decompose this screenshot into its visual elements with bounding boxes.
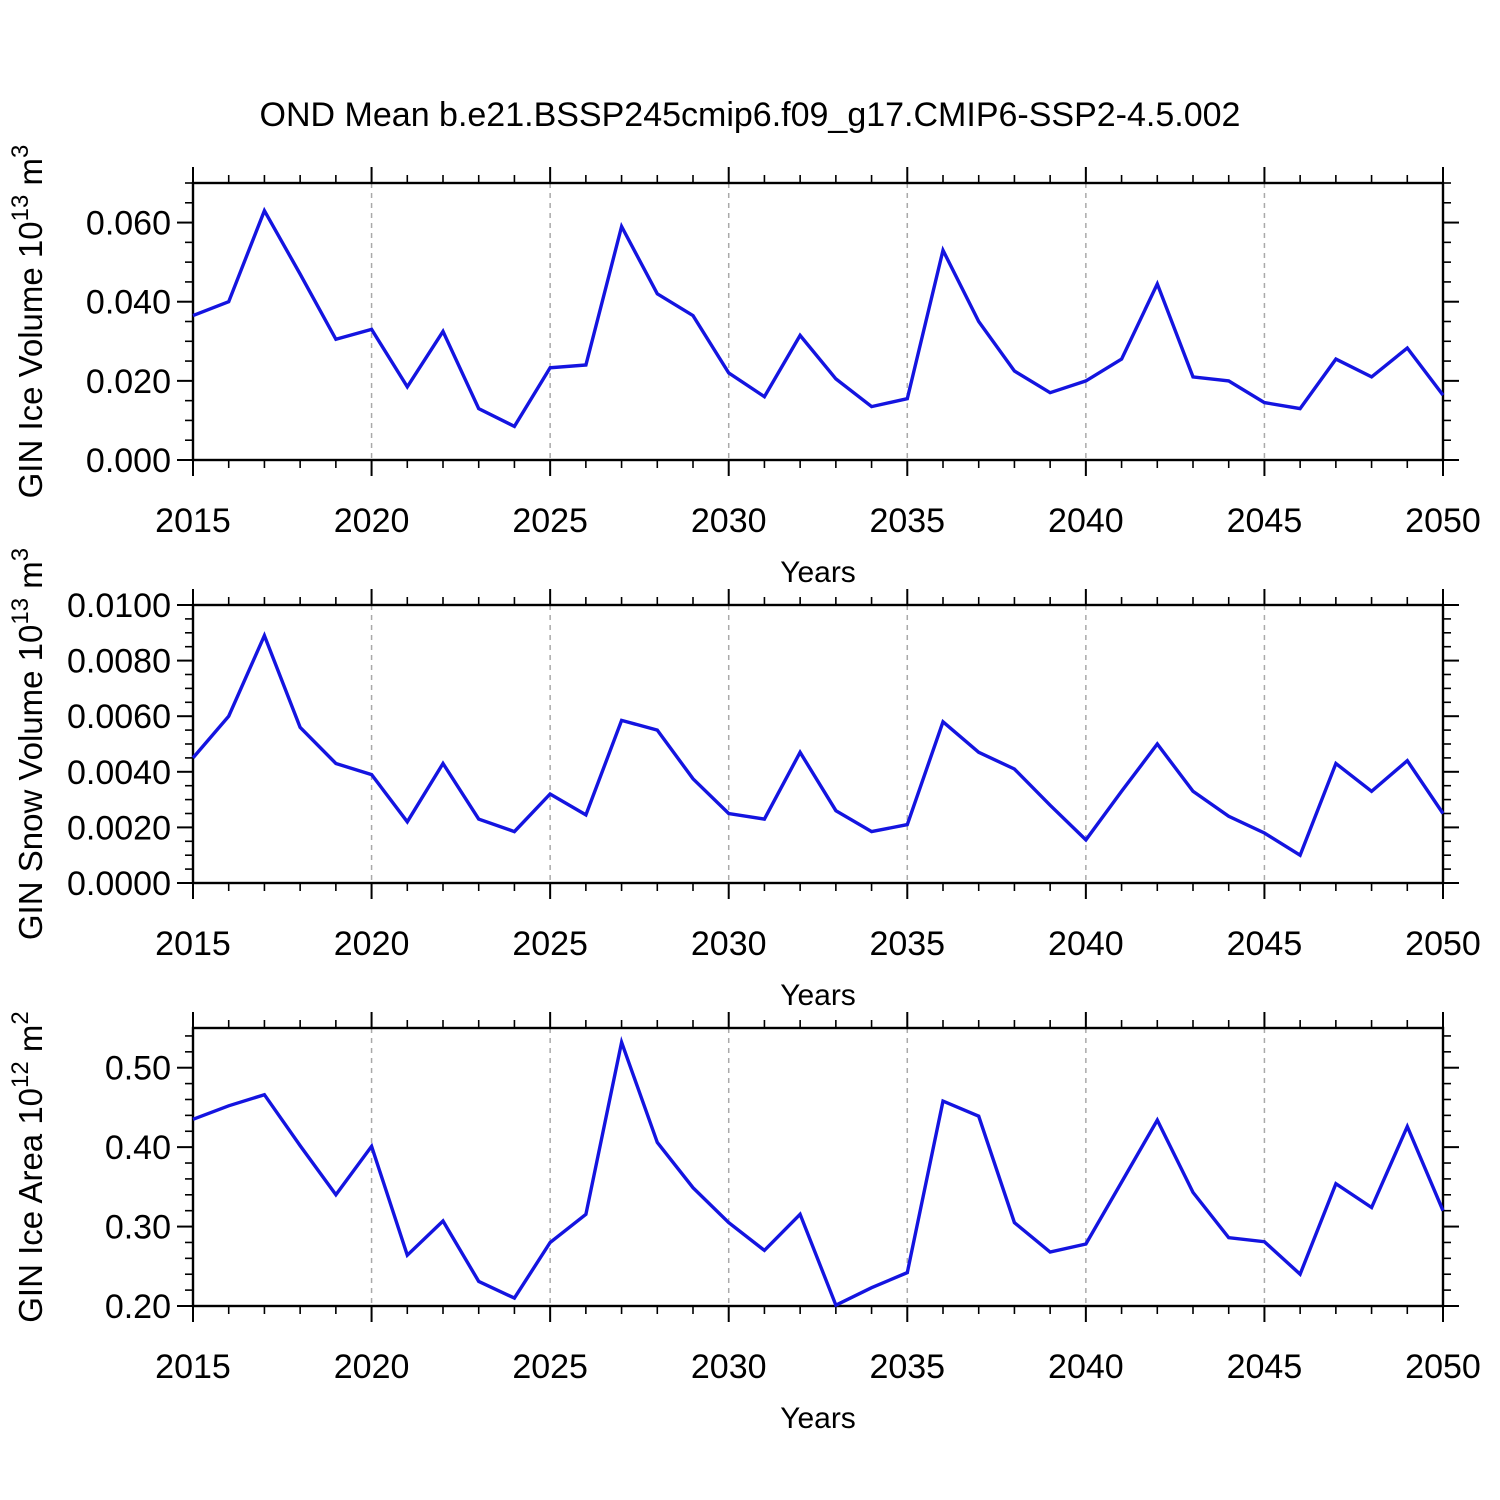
y-tick-label: 0.20 — [105, 1288, 171, 1326]
x-axis-title: Years — [780, 979, 856, 1012]
y-tick-label: 0.40 — [105, 1129, 171, 1167]
series-line-gin-ice-volume — [192, 206, 1445, 429]
x-tick-label: 2045 — [1227, 502, 1303, 540]
x-tick-label: 2020 — [334, 925, 410, 963]
x-tick-label: 2050 — [1405, 925, 1481, 963]
x-tick-label: 2035 — [869, 925, 945, 963]
x-tick-label: 2030 — [691, 502, 767, 540]
y-tick-label: 0.50 — [105, 1050, 171, 1088]
x-tick-label: 2030 — [691, 1348, 767, 1386]
plot-frame — [191, 603, 1445, 885]
x-tick-label: 2035 — [869, 502, 945, 540]
x-tick-label: 2015 — [155, 925, 231, 963]
y-tick-label: 0.0040 — [67, 754, 171, 792]
x-tick-label: 2015 — [155, 1348, 231, 1386]
plot-gin-snow-volume: 0.0000 0.0020 0.0040 0.0060 0.0080 0.0100 2015… — [7, 548, 1481, 1012]
y-tick-label: 0.040 — [86, 284, 171, 322]
x-tick-label: 2040 — [1048, 925, 1124, 963]
x-tick-label: 2030 — [691, 925, 767, 963]
x-tick-label: 2035 — [869, 1348, 945, 1386]
x-tick-label: 2020 — [334, 502, 410, 540]
x-tick-label: 2045 — [1227, 925, 1303, 963]
plot-frame — [191, 1026, 1445, 1308]
x-tick-label: 2025 — [512, 1348, 588, 1386]
y-tick-label: 0.0080 — [67, 643, 171, 681]
x-tick-label: 2025 — [512, 925, 588, 963]
y-tick-label: 0.060 — [86, 205, 171, 243]
y-tick-label: 0.0100 — [67, 587, 171, 625]
chart-title: OND Mean b.e21.BSSP245cmip6.f09_g17.CMIP… — [259, 96, 1241, 134]
y-axis-title: GIN Ice Volume 1013 m3 — [7, 145, 49, 499]
y-axis-title: GIN Ice Area 1012 m2 — [7, 1011, 49, 1323]
x-tick-label: 2015 — [155, 502, 231, 540]
y-tick-label: 0.0000 — [67, 865, 171, 903]
plot-gin-ice-area: 0.20 0.30 0.40 0.50 2015 2020 2025 2030 2035 2040… — [7, 1011, 1481, 1435]
y-tick-label: 0.000 — [86, 442, 171, 480]
series-line-gin-ice-area — [192, 1036, 1445, 1308]
x-tick-label: 2025 — [512, 502, 588, 540]
x-axis-title: Years — [780, 556, 856, 589]
y-tick-label: 0.30 — [105, 1209, 171, 1247]
x-tick-label: 2040 — [1048, 1348, 1124, 1386]
x-tick-label: 2040 — [1048, 502, 1124, 540]
x-axis-title: Years — [780, 1402, 856, 1435]
x-tick-label: 2020 — [334, 1348, 410, 1386]
plot-gin-ice-volume: 0.000 0.020 0.040 0.060 2015 2020 2025 2030 2035… — [7, 145, 1481, 589]
y-tick-label: 0.020 — [86, 363, 171, 401]
y-axis-title: GIN Snow Volume 1013 m3 — [7, 548, 49, 940]
x-tick-label: 2045 — [1227, 1348, 1303, 1386]
y-tick-label: 0.0020 — [67, 809, 171, 847]
series-line-gin-snow-volume — [191, 631, 1445, 858]
y-tick-label: 0.0060 — [67, 698, 171, 736]
plot-frame — [191, 181, 1445, 462]
x-tick-label: 2050 — [1405, 1348, 1481, 1386]
x-tick-label: 2050 — [1405, 502, 1481, 540]
